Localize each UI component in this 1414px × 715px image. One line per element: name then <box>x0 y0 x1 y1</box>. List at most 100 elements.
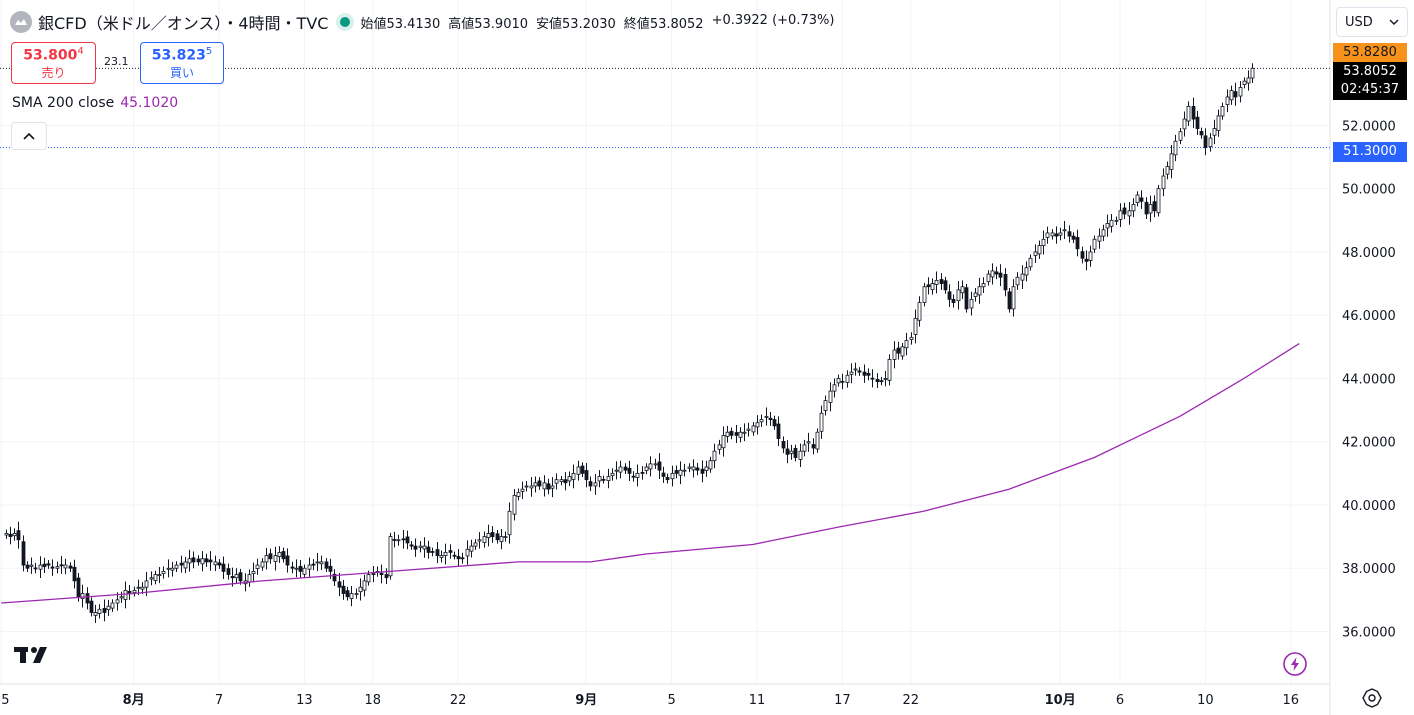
candle-down <box>994 271 999 275</box>
currency-select[interactable]: USD <box>1336 7 1408 37</box>
candle-up <box>644 466 649 471</box>
candle-up <box>1165 166 1170 175</box>
x-tick-label: 5 <box>667 693 675 708</box>
candle-down <box>42 563 47 568</box>
candle-up <box>1058 232 1063 236</box>
candle-down <box>939 279 944 284</box>
candle-down <box>857 370 862 373</box>
candle-up <box>828 390 833 403</box>
candle-up <box>904 340 909 349</box>
candle-up <box>110 602 115 609</box>
candle-up <box>516 491 521 497</box>
candle-up <box>554 479 559 484</box>
close-value: 53.8052 <box>649 16 704 32</box>
candle-down <box>379 572 384 575</box>
x-tick-label: 25 <box>0 693 10 708</box>
candle-up <box>909 336 914 340</box>
candle-down <box>584 470 589 481</box>
x-tick-label: 11 <box>749 693 766 708</box>
candle-up <box>136 586 141 589</box>
candle-up <box>1220 106 1225 117</box>
candle-up <box>610 472 615 476</box>
candle-up <box>1092 238 1097 250</box>
candle-down <box>196 558 201 563</box>
buy-price: 53.823 <box>151 47 206 64</box>
candle-up <box>264 555 269 563</box>
candle-up <box>119 596 124 599</box>
candle-up <box>529 485 534 489</box>
candle-up <box>1127 210 1132 217</box>
candle-up <box>1118 210 1123 220</box>
candle-up <box>798 450 803 460</box>
candle-down <box>490 532 495 538</box>
candle-down <box>426 546 431 553</box>
chevron-down-icon <box>1389 19 1399 25</box>
candle-down <box>401 538 406 541</box>
candle-down <box>25 564 30 569</box>
candle-up <box>157 574 162 576</box>
candle-up <box>755 422 760 428</box>
candle-down <box>947 291 952 300</box>
tradingview-logo-icon[interactable] <box>14 643 54 669</box>
candle-up <box>366 574 371 583</box>
candle-up <box>4 533 9 536</box>
candle-up <box>1156 188 1161 214</box>
candle-down <box>563 479 568 484</box>
buy-button[interactable]: 53.8235 買い <box>140 42 224 84</box>
candle-up <box>930 283 935 290</box>
candle-up <box>1246 77 1251 84</box>
collapse-legend-button[interactable] <box>11 122 47 150</box>
buy-price-pip: 5 <box>205 46 213 57</box>
candle-down <box>695 467 700 471</box>
candle-up <box>294 567 299 570</box>
candle-up <box>819 412 824 432</box>
candle-up <box>115 599 120 604</box>
lightning-icon[interactable] <box>1282 651 1308 677</box>
symbol-title[interactable]: 銀CFD（米ドル／オンス）・4時間・TVC <box>38 14 329 33</box>
candle-up <box>93 612 98 616</box>
x-tick-label: 16 <box>1282 693 1299 708</box>
sell-button[interactable]: 53.8004 売り <box>11 42 96 84</box>
candle-up <box>1148 204 1153 214</box>
candle-down <box>862 371 867 376</box>
candle-down <box>332 573 337 582</box>
open-value: 53.4130 <box>386 16 441 32</box>
candle-up <box>362 580 367 591</box>
candle-up <box>418 545 423 548</box>
candle-down <box>371 573 376 576</box>
candle-up <box>1212 128 1217 136</box>
silver-symbol-icon <box>10 11 32 33</box>
candle-up <box>1216 115 1221 131</box>
sell-label: 売り <box>41 65 66 80</box>
candle-up <box>1024 267 1029 276</box>
candle-down <box>46 563 51 566</box>
candle-up <box>956 289 961 302</box>
candle-up <box>149 577 154 580</box>
candle-up <box>170 567 175 571</box>
candle-up <box>1114 219 1119 222</box>
candle-down <box>21 541 26 566</box>
candle-up <box>977 286 982 296</box>
candle-down <box>1139 197 1144 202</box>
y-tick-label: 38.0000 <box>1342 562 1396 577</box>
candle-up <box>251 571 256 575</box>
candle-up <box>559 479 564 482</box>
candle-down <box>430 551 435 553</box>
candle-up <box>132 589 137 593</box>
ohlc-values: 始値53.4130 高値53.9010 安値53.2030 終値53.8052 … <box>360 13 834 32</box>
sma-legend[interactable]: SMA 200 close 45.1020 <box>12 95 178 111</box>
candle-up <box>520 488 525 492</box>
settings-gear-icon[interactable] <box>1362 688 1382 708</box>
candle-down <box>33 567 38 570</box>
candle-down <box>793 447 798 458</box>
candle-up <box>917 302 922 321</box>
candle-down <box>631 475 636 478</box>
candle-up <box>567 476 572 482</box>
candle-up <box>1062 229 1067 232</box>
x-tick-label: 13 <box>296 693 313 708</box>
x-tick-label: 8月 <box>123 693 145 708</box>
candle-down <box>580 465 585 474</box>
candle-up <box>422 545 427 550</box>
candle-up <box>503 536 508 539</box>
